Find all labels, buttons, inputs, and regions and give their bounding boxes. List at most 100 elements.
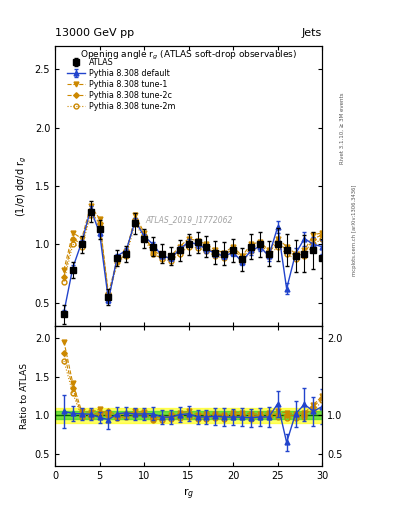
Pythia 8.308 tune-1 — [70, 229, 75, 236]
Pythia 8.308 tune-1 — [160, 255, 164, 262]
Pythia 8.308 tune-1 — [79, 236, 84, 242]
Pythia 8.308 tune-2c — [302, 250, 307, 257]
Pythia 8.308 tune-2c — [160, 253, 164, 259]
Line: Pythia 8.308 tune-2m: Pythia 8.308 tune-2m — [61, 213, 325, 299]
Text: Jets: Jets — [302, 28, 322, 38]
Pythia 8.308 tune-2m — [142, 236, 147, 242]
Pythia 8.308 tune-2m — [97, 224, 102, 230]
Pythia 8.308 tune-1 — [169, 253, 173, 259]
Pythia 8.308 tune-2c — [106, 290, 111, 296]
Pythia 8.308 tune-1 — [195, 238, 200, 244]
Pythia 8.308 tune-2m — [240, 259, 244, 265]
Pythia 8.308 tune-1 — [293, 250, 298, 257]
Pythia 8.308 tune-2c — [70, 236, 75, 242]
Pythia 8.308 tune-1 — [62, 267, 66, 273]
Pythia 8.308 tune-2c — [62, 274, 66, 280]
Pythia 8.308 tune-2c — [79, 241, 84, 247]
Pythia 8.308 tune-2c — [231, 246, 235, 252]
Pythia 8.308 tune-1 — [106, 294, 111, 300]
Pythia 8.308 tune-2c — [177, 247, 182, 253]
Pythia 8.308 tune-2m — [213, 253, 218, 259]
Line: Pythia 8.308 tune-1: Pythia 8.308 tune-1 — [61, 203, 325, 299]
Pythia 8.308 tune-2m — [133, 220, 138, 226]
Pythia 8.308 tune-1 — [249, 241, 253, 247]
Pythia 8.308 tune-1 — [240, 253, 244, 259]
Pythia 8.308 tune-2m — [151, 250, 155, 257]
Pythia 8.308 tune-1 — [186, 236, 191, 242]
Pythia 8.308 tune-2c — [293, 253, 298, 259]
Pythia 8.308 tune-2c — [186, 239, 191, 245]
Pythia 8.308 tune-1 — [284, 244, 289, 250]
Pythia 8.308 tune-2m — [177, 250, 182, 257]
Pythia 8.308 tune-2c — [133, 216, 138, 222]
Pythia 8.308 tune-2m — [115, 259, 120, 265]
Pythia 8.308 tune-2c — [240, 255, 244, 262]
Pythia 8.308 tune-2m — [320, 236, 325, 242]
Pythia 8.308 tune-2m — [249, 248, 253, 254]
Pythia 8.308 tune-2m — [106, 294, 111, 300]
Pythia 8.308 tune-1 — [266, 247, 271, 253]
Pythia 8.308 tune-2c — [257, 241, 262, 247]
Pythia 8.308 tune-2m — [266, 253, 271, 259]
Pythia 8.308 tune-1 — [213, 247, 218, 253]
Pythia 8.308 tune-2m — [70, 241, 75, 247]
Text: Opening angle r$_g$ (ATLAS soft-drop observables): Opening angle r$_g$ (ATLAS soft-drop obs… — [80, 49, 297, 62]
Pythia 8.308 tune-2c — [115, 255, 120, 262]
Pythia 8.308 tune-1 — [311, 232, 316, 238]
Pythia 8.308 tune-2c — [222, 252, 227, 258]
Pythia 8.308 tune-1 — [320, 229, 325, 236]
Pythia 8.308 tune-2m — [257, 244, 262, 250]
Pythia 8.308 tune-2c — [249, 245, 253, 251]
Pythia 8.308 tune-2c — [97, 220, 102, 226]
Pythia 8.308 tune-2m — [79, 244, 84, 250]
Pythia 8.308 tune-2m — [88, 212, 93, 218]
Pythia 8.308 tune-2m — [293, 257, 298, 263]
Pythia 8.308 tune-2c — [88, 208, 93, 215]
Pythia 8.308 tune-2m — [124, 253, 129, 259]
Pythia 8.308 tune-2c — [195, 241, 200, 247]
Pythia 8.308 tune-1 — [88, 203, 93, 209]
Pythia 8.308 tune-2c — [151, 247, 155, 253]
Pythia 8.308 tune-2m — [204, 248, 209, 254]
Pythia 8.308 tune-2c — [169, 255, 173, 262]
Y-axis label: (1/σ) dσ/d r$_g$: (1/σ) dσ/d r$_g$ — [15, 155, 29, 217]
Pythia 8.308 tune-2c — [124, 247, 129, 253]
Pythia 8.308 tune-2m — [62, 279, 66, 285]
Pythia 8.308 tune-2m — [222, 255, 227, 262]
Pythia 8.308 tune-1 — [177, 244, 182, 250]
Pythia 8.308 tune-2m — [302, 253, 307, 259]
Pythia 8.308 tune-1 — [97, 216, 102, 222]
Line: Pythia 8.308 tune-2c: Pythia 8.308 tune-2c — [62, 210, 324, 295]
Pythia 8.308 tune-2c — [275, 239, 280, 245]
Pythia 8.308 tune-2m — [160, 257, 164, 263]
Text: Rivet 3.1.10, ≥ 3M events: Rivet 3.1.10, ≥ 3M events — [340, 92, 345, 164]
Text: 13000 GeV pp: 13000 GeV pp — [55, 28, 134, 38]
Pythia 8.308 tune-2c — [311, 236, 316, 242]
Pythia 8.308 tune-2c — [213, 249, 218, 255]
X-axis label: r$_g$: r$_g$ — [183, 486, 194, 502]
Y-axis label: Ratio to ATLAS: Ratio to ATLAS — [20, 363, 29, 429]
Pythia 8.308 tune-1 — [115, 259, 120, 265]
Pythia 8.308 tune-2m — [311, 241, 316, 247]
Pythia 8.308 tune-1 — [142, 229, 147, 236]
Pythia 8.308 tune-2m — [231, 249, 235, 255]
Pythia 8.308 tune-2m — [275, 244, 280, 250]
Text: ATLAS_2019_I1772062: ATLAS_2019_I1772062 — [145, 215, 232, 224]
Pythia 8.308 tune-1 — [151, 250, 155, 257]
Pythia 8.308 tune-2m — [195, 245, 200, 251]
Pythia 8.308 tune-2m — [284, 250, 289, 257]
Pythia 8.308 tune-2m — [186, 244, 191, 250]
Pythia 8.308 tune-2m — [169, 258, 173, 264]
Legend: ATLAS, Pythia 8.308 default, Pythia 8.308 tune-1, Pythia 8.308 tune-2c, Pythia 8: ATLAS, Pythia 8.308 default, Pythia 8.30… — [64, 56, 178, 114]
Pythia 8.308 tune-2c — [142, 232, 147, 238]
Pythia 8.308 tune-1 — [222, 249, 227, 255]
Pythia 8.308 tune-1 — [204, 241, 209, 247]
Pythia 8.308 tune-1 — [231, 244, 235, 250]
Text: mcplots.cern.ch [arXiv:1306.3436]: mcplots.cern.ch [arXiv:1306.3436] — [352, 185, 357, 276]
Pythia 8.308 tune-2c — [284, 247, 289, 253]
Pythia 8.308 tune-2c — [204, 245, 209, 251]
Pythia 8.308 tune-1 — [257, 239, 262, 245]
Pythia 8.308 tune-2c — [266, 249, 271, 255]
Pythia 8.308 tune-2c — [320, 232, 325, 238]
Pythia 8.308 tune-1 — [133, 212, 138, 218]
